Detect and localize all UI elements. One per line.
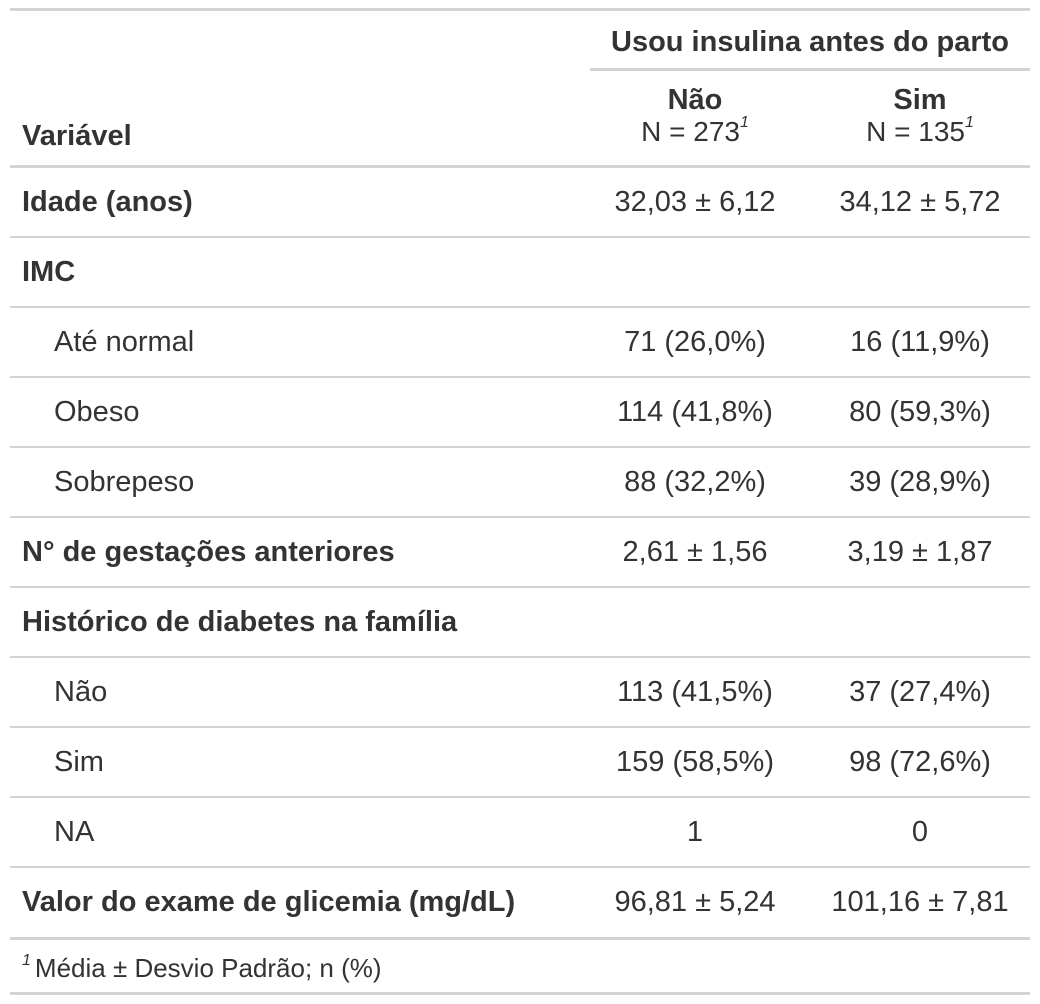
cell-sim: 0 [911, 816, 929, 848]
row-label: Até normal [54, 326, 195, 358]
table-footnote: 1 Média ± Desvio Padrão; n (%) [22, 946, 382, 990]
row-label: IMC [22, 256, 76, 288]
cell-nao: 114 (41,8%) [617, 396, 773, 428]
table-row: NA 1 0 [10, 798, 1030, 868]
row-label: Histórico de diabetes na família [22, 606, 458, 638]
table-row: Obeso 114 (41,8%) 80 (59,3%) [10, 378, 1030, 448]
row-label: Sobrepeso [54, 466, 195, 498]
row-label: Obeso [54, 396, 140, 428]
cell-nao: 96,81 ± 5,24 [614, 886, 776, 918]
footnote-mark: 1 [22, 952, 31, 969]
footnote-marker: 1 [964, 114, 974, 131]
table-row: Sim 159 (58,5%) 98 (72,6%) [10, 728, 1030, 798]
table-row: Até normal 71 (26,0%) 16 (11,9%) [10, 308, 1030, 378]
column-spanner-label: Usou insulina antes do parto [611, 26, 1009, 58]
column-header-n: N = 2731 [590, 114, 800, 148]
cell-nao: 1 [686, 816, 704, 848]
column-header-n-label: N = 135 [866, 116, 965, 147]
cell-sim: 98 (72,6%) [849, 746, 991, 778]
cell-nao: 2,61 ± 1,56 [622, 536, 768, 568]
cell-sim: 34,12 ± 5,72 [839, 186, 1001, 218]
table-row: Histórico de diabetes na família [10, 588, 1030, 658]
cell-sim: 37 (27,4%) [849, 676, 991, 708]
column-header-sim: Sim N = 1351 [810, 84, 1030, 148]
cell-nao: 32,03 ± 6,12 [614, 186, 776, 218]
variable-column-header: Variável [22, 120, 132, 152]
table-row: Idade (anos) 32,03 ± 6,12 34,12 ± 5,72 [10, 168, 1030, 238]
table-top-rule [10, 8, 1030, 11]
footnote-marker: 1 [739, 114, 749, 131]
table-row: Não 113 (41,5%) 37 (27,4%) [10, 658, 1030, 728]
row-label: Sim [54, 746, 104, 778]
row-label: Valor do exame de glicemia (mg/dL) [22, 886, 516, 918]
cell-sim: 39 (28,9%) [849, 466, 991, 498]
column-spanner-rule [590, 68, 1030, 71]
table-bottom-rule [10, 992, 1030, 995]
table-row: IMC [10, 238, 1030, 308]
column-header-nao: Não N = 2731 [590, 84, 800, 148]
row-label: NA [54, 816, 95, 848]
column-header-name: Não [667, 84, 723, 116]
cell-nao: 88 (32,2%) [624, 466, 766, 498]
table-body: Idade (anos) 32,03 ± 6,12 34,12 ± 5,72 IMC A… [10, 168, 1030, 940]
cell-sim: 101,16 ± 7,81 [831, 886, 1009, 918]
row-label: Idade (anos) [22, 186, 193, 218]
row-label: N° de gestações anteriores [22, 536, 395, 568]
cell-nao: 71 (26,0%) [624, 326, 766, 358]
row-label: Não [54, 676, 108, 708]
cell-sim: 16 (11,9%) [850, 326, 990, 358]
header-bottom-rule [10, 165, 1030, 168]
footnote-text: Média ± Desvio Padrão; n (%) [34, 953, 382, 983]
column-header-n-label: N = 273 [641, 116, 740, 147]
column-header-n: N = 1351 [810, 114, 1030, 148]
table-row: Valor do exame de glicemia (mg/dL) 96,81 … [10, 868, 1030, 940]
table-row: N° de gestações anteriores 2,61 ± 1,56 3,1… [10, 518, 1030, 588]
column-header-name: Sim [893, 84, 947, 116]
cell-nao: 113 (41,5%) [617, 676, 773, 708]
table-row: Sobrepeso 88 (32,2%) 39 (28,9%) [10, 448, 1030, 518]
cell-sim: 80 (59,3%) [849, 396, 991, 428]
cell-nao: 159 (58,5%) [616, 746, 774, 778]
cell-sim: 3,19 ± 1,87 [847, 536, 993, 568]
